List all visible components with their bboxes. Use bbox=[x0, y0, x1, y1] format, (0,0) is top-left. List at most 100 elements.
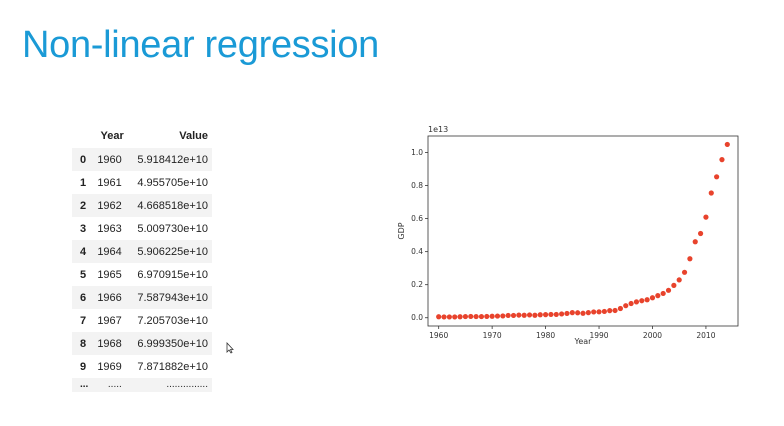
x-tick-label: 2000 bbox=[643, 331, 662, 340]
data-point bbox=[585, 310, 591, 316]
x-tick-label: 1970 bbox=[483, 331, 502, 340]
row-year: 1966 bbox=[93, 286, 128, 309]
row-index: 9 bbox=[80, 360, 87, 373]
ellipsis-row: ....................... bbox=[72, 378, 212, 392]
data-point bbox=[505, 312, 511, 319]
dataframe-table: Year Value 0 1960 5.918412e+10 1 1961 4.9557… bbox=[72, 124, 212, 396]
x-tick-label: 1990 bbox=[589, 331, 608, 340]
data-point bbox=[548, 311, 554, 318]
data-point bbox=[660, 290, 666, 297]
row-value: 6.999350e+10 bbox=[127, 332, 212, 355]
data-point bbox=[457, 314, 463, 320]
y-tick-label: 0.8 bbox=[411, 181, 423, 190]
data-point bbox=[676, 277, 682, 283]
row-value: 5.918412e+10 bbox=[127, 148, 212, 171]
data-point bbox=[484, 313, 490, 320]
table-row: 0 1960 5.918412e+10 bbox=[72, 148, 212, 171]
row-index: 3 bbox=[80, 222, 87, 235]
data-point bbox=[612, 307, 618, 314]
gdp-scatter-chart: 1e13 Year GDP 1960 1970 1980 1990 2000 2010 0.… bbox=[392, 116, 762, 350]
row-index: 1 bbox=[80, 176, 87, 189]
row-value: 4.668518e+10 bbox=[127, 194, 212, 217]
data-point bbox=[559, 311, 565, 317]
data-point bbox=[521, 312, 527, 318]
data-point bbox=[681, 269, 688, 275]
row-year: 1962 bbox=[93, 194, 128, 217]
row-index: 0 bbox=[72, 148, 94, 171]
data-point bbox=[665, 287, 672, 293]
row-year: 1967 bbox=[97, 314, 122, 327]
row-year: 1964 bbox=[93, 240, 128, 263]
data-point bbox=[478, 313, 485, 320]
data-point bbox=[655, 293, 661, 299]
ellipsis-value: ............... bbox=[127, 378, 212, 392]
data-point bbox=[714, 174, 720, 180]
data-point bbox=[623, 303, 629, 309]
row-year: 1963 bbox=[97, 222, 122, 235]
data-point bbox=[441, 314, 447, 320]
table-row: 6 1966 7.587943e+10 bbox=[72, 286, 212, 309]
row-index: 5 bbox=[80, 268, 87, 281]
row-index: 7 bbox=[80, 314, 87, 327]
table-row: 1 1961 4.955705e+10 bbox=[72, 171, 212, 194]
index-header bbox=[72, 124, 93, 148]
row-value: 6.970915e+10 bbox=[137, 268, 208, 281]
plot-frame bbox=[427, 135, 739, 327]
table-row: 4 1964 5.906225e+10 bbox=[72, 240, 212, 263]
x-tick-label: 1980 bbox=[536, 331, 555, 340]
year-header: Year bbox=[100, 130, 124, 142]
data-point bbox=[537, 312, 543, 318]
data-point bbox=[703, 214, 709, 220]
row-year: 1969 bbox=[97, 360, 122, 373]
row-value: 7.587943e+10 bbox=[127, 286, 212, 309]
data-point bbox=[564, 310, 570, 317]
data-point bbox=[692, 239, 698, 245]
y-tick-label: 0.6 bbox=[411, 214, 423, 223]
data-point bbox=[697, 230, 704, 237]
data-point bbox=[633, 299, 640, 305]
x-axis-label: Year bbox=[574, 337, 593, 346]
data-point bbox=[462, 313, 469, 320]
data-point bbox=[542, 312, 549, 318]
row-index: 2 bbox=[72, 194, 94, 217]
data-point bbox=[532, 312, 538, 318]
data-point bbox=[575, 310, 581, 316]
table-row: 3 1963 5.009730e+10 bbox=[72, 217, 212, 240]
data-point bbox=[591, 309, 597, 315]
data-point bbox=[468, 313, 474, 320]
row-index: 8 bbox=[72, 332, 94, 355]
data-point bbox=[569, 310, 575, 316]
y-axis-label: GDP bbox=[397, 222, 406, 239]
data-point bbox=[601, 308, 607, 315]
data-point bbox=[687, 256, 693, 262]
row-value: 7.871882e+10 bbox=[137, 360, 208, 373]
row-value: 5.906225e+10 bbox=[127, 240, 212, 263]
data-point bbox=[628, 300, 634, 307]
table-row: 2 1962 4.668518e+10 bbox=[72, 194, 212, 217]
row-value: 5.009730e+10 bbox=[137, 222, 208, 235]
data-point bbox=[553, 311, 559, 318]
y-tick-label: 0.2 bbox=[411, 280, 423, 289]
data-point bbox=[494, 313, 501, 319]
x-tick-label: 2010 bbox=[696, 331, 715, 340]
data-point bbox=[644, 297, 650, 303]
mouse-cursor-icon bbox=[226, 342, 234, 354]
data-point bbox=[516, 312, 522, 318]
row-year: 1965 bbox=[97, 268, 122, 281]
data-point bbox=[607, 308, 613, 314]
row-year: 1961 bbox=[97, 176, 122, 189]
data-point bbox=[452, 314, 458, 320]
offset-label: 1e13 bbox=[428, 125, 448, 134]
row-index: 4 bbox=[72, 240, 94, 263]
ellipsis-year: ..... bbox=[93, 378, 128, 392]
row-value: 7.205703e+10 bbox=[137, 314, 208, 327]
value-header: Value bbox=[179, 130, 208, 142]
data-point bbox=[489, 313, 495, 319]
table-row: 9 1969 7.871882e+10 bbox=[72, 355, 212, 378]
x-tick-label: 1960 bbox=[429, 331, 448, 340]
data-point bbox=[708, 190, 714, 196]
row-index: 6 bbox=[72, 286, 94, 309]
row-value: 4.955705e+10 bbox=[137, 176, 208, 189]
data-point bbox=[510, 312, 517, 319]
ellipsis-index: ... bbox=[72, 378, 94, 392]
